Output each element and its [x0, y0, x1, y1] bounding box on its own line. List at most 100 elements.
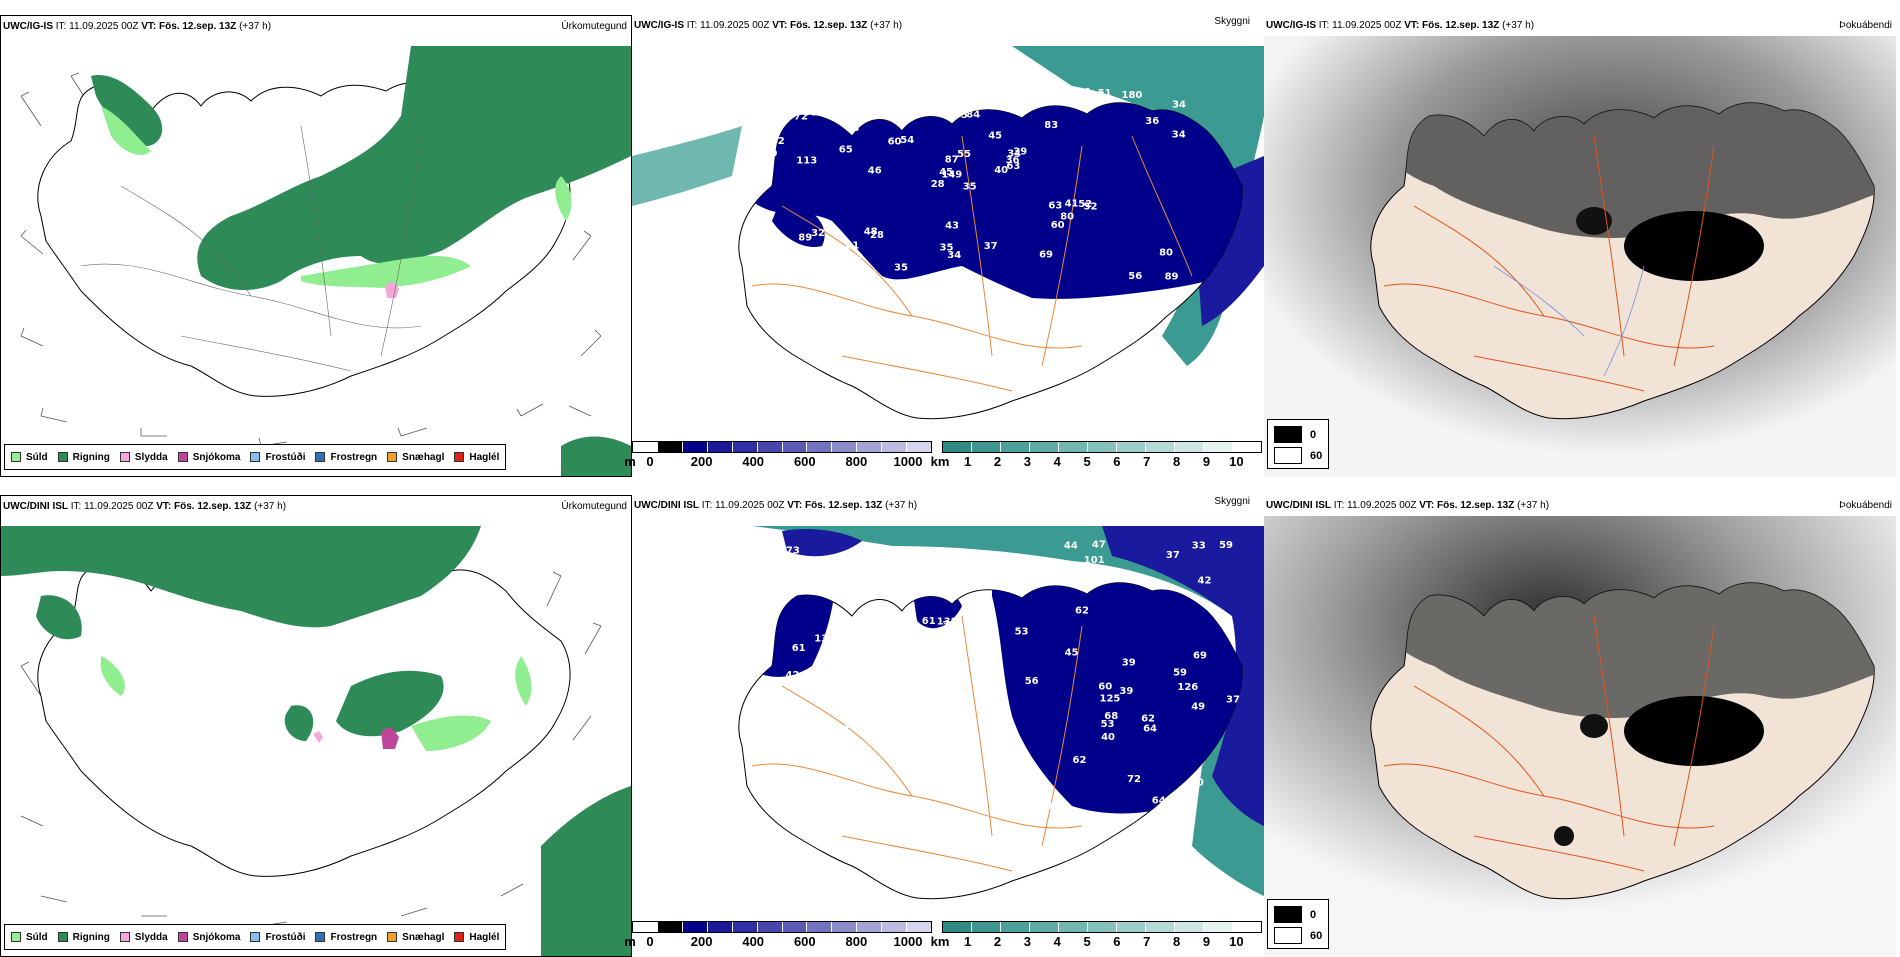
visibility-value-label: 35: [963, 181, 977, 192]
visibility-value-label: 40: [745, 137, 759, 148]
visibility-value-label: 63: [1048, 200, 1062, 211]
visibility-value-label: 83: [1044, 120, 1058, 131]
colorbar-segment: [757, 922, 783, 932]
visibility-value-label: 51: [1098, 88, 1112, 99]
fog-legend: 0 60: [1267, 419, 1329, 469]
colorbar-tick-label: 4: [1053, 454, 1061, 469]
road-network: [1383, 135, 1715, 392]
legend-item-rain: Rigning: [57, 932, 110, 943]
visibility-value-label: 49: [1191, 702, 1205, 713]
colorbar-tick-label: 7: [1143, 454, 1151, 469]
colorbar-segment: [1117, 922, 1146, 932]
field-title: Úrkomutegund: [561, 21, 627, 32]
road-network: [80, 125, 422, 372]
colorbar-tick-label: 9: [1202, 934, 1211, 949]
visibility-value-label: 39: [1122, 658, 1136, 669]
visibility-value-label: 28: [870, 230, 884, 241]
visibility-value-label: 28: [931, 179, 945, 190]
legend-item-snow: Snjókoma: [177, 452, 240, 463]
visibility-value-label: 67: [991, 705, 1005, 716]
visibility-value-label: 60: [1051, 220, 1065, 231]
visibility-value-label: 62: [849, 253, 863, 264]
visibility-value-label: 47: [895, 578, 909, 589]
fog-legend: 0 60: [1267, 899, 1329, 949]
colorbar-tick-label: 4: [1053, 934, 1061, 949]
sleet-area: [313, 731, 323, 743]
colorbar-segment: [633, 442, 658, 452]
visibility-value-label: 87: [945, 155, 959, 166]
colorbar-segment: [972, 922, 1001, 932]
fog-map: [1264, 36, 1896, 477]
visibility-value-label: 83: [1038, 75, 1052, 86]
colorbar-tick-label: 0: [646, 934, 654, 949]
colorbar-tick-label: 9: [1202, 454, 1211, 469]
visibility-value-label: 34: [1172, 130, 1186, 141]
colorbar-tick-label: 2: [993, 454, 1002, 469]
visibility-value-label: 113: [796, 156, 817, 167]
legend-item-graupel: Snæhagl: [387, 452, 444, 463]
visibility-value-label: 89: [791, 738, 805, 749]
colorbar-tick-label: 1000: [893, 934, 923, 949]
panel-title: UWC/IG-IS IT: 11.09.2025 00Z VT: Fös. 12…: [1266, 20, 1535, 31]
legend-item-freezing-rain: Frostregn: [315, 932, 377, 943]
visibility-value-label: 45: [1173, 793, 1187, 804]
visibility-value-label: 36: [1006, 155, 1020, 166]
field-title: Úrkomutegund: [561, 501, 627, 512]
visibility-value-label: 56: [1025, 676, 1039, 687]
legend-item-freezing-drizzle: Frostúði: [250, 452, 305, 463]
visibility-value-label: 31: [1023, 77, 1037, 88]
visibility-value-label: 34: [947, 250, 961, 261]
visibility-value-label: 132: [842, 720, 863, 731]
visibility-value-label: 80: [1159, 247, 1173, 258]
visibility-value-label: 48: [834, 668, 848, 679]
low-vis-sea-east: [1102, 526, 1264, 826]
legend-item-snow: Snjókoma: [177, 932, 240, 943]
precip-map: [1, 36, 631, 476]
legend-item-freezing-drizzle: Frostúði: [250, 932, 305, 943]
colorbar-tick-label: 8: [1173, 454, 1181, 469]
visibility-value-label: 48: [864, 227, 878, 238]
colorbar-segment: [1175, 442, 1204, 452]
colorbar-segment: [1146, 922, 1175, 932]
colorbar-tick-label: 10: [1229, 454, 1244, 469]
visibility-value-label: 52: [894, 678, 908, 689]
visibility-value-label: 73: [786, 545, 800, 556]
visibility-value-label: 39: [835, 688, 849, 699]
colorbar-segment: [732, 442, 758, 452]
visibility-value-label: 60: [1098, 681, 1112, 692]
visibility-value-label: 35: [894, 263, 908, 274]
road-network: [751, 135, 1193, 392]
snow-area: [381, 727, 399, 749]
fog-over-land: [1370, 582, 1875, 846]
colorbar-segment: [1059, 442, 1088, 452]
colorbar-segment: [633, 922, 658, 932]
visibility-value-label: 36: [943, 109, 957, 120]
visibility-value-label: 80: [763, 149, 777, 160]
visibility-value-label: 43: [945, 221, 959, 232]
visibility-value-label: 119: [907, 643, 928, 654]
visibility-value-label: 81: [845, 241, 859, 252]
colorbar-segment: [972, 442, 1001, 452]
colorbar-tick-label: 8: [1173, 934, 1181, 949]
colorbar-segment: [1117, 442, 1146, 452]
colorbar-segment: [832, 442, 858, 452]
visibility-value-label: 40: [994, 165, 1008, 176]
panel-visibility-igis: UWC/IG-IS IT: 11.09.2025 00Z VT: Fös. 12…: [624, 15, 1264, 477]
visibility-value-label: 62: [1141, 714, 1155, 725]
colorbar-tick-label: 1: [963, 454, 972, 469]
visibility-value-label: 88: [904, 618, 918, 629]
rain-area: [1, 526, 631, 956]
legend-item-sleet: Slydda: [119, 932, 168, 943]
visibility-value-label: 35: [954, 110, 968, 121]
visibility-labels: 35 72 149 41 34 28 83 84 87 40 74 89 113 34 28 83 53 36 45…: [745, 58, 1186, 287]
colorbar-tick-label: 800: [845, 454, 868, 469]
visibility-value-label: 62: [1075, 606, 1089, 617]
visibility-value-label: 64: [1152, 796, 1166, 807]
visibility-value-label: 80: [1060, 212, 1074, 223]
visibility-value-label: 52: [1084, 202, 1098, 213]
visibility-value-label: 45: [858, 563, 872, 574]
visibility-map: 125 126 108 71 206 72 89 101 88 105 112 42 75 50 41 69 6…: [632, 516, 1264, 957]
visibility-value-label: 48: [964, 69, 978, 80]
colorbar-tick-label: 200: [690, 454, 713, 469]
river-network: [1493, 265, 1645, 377]
